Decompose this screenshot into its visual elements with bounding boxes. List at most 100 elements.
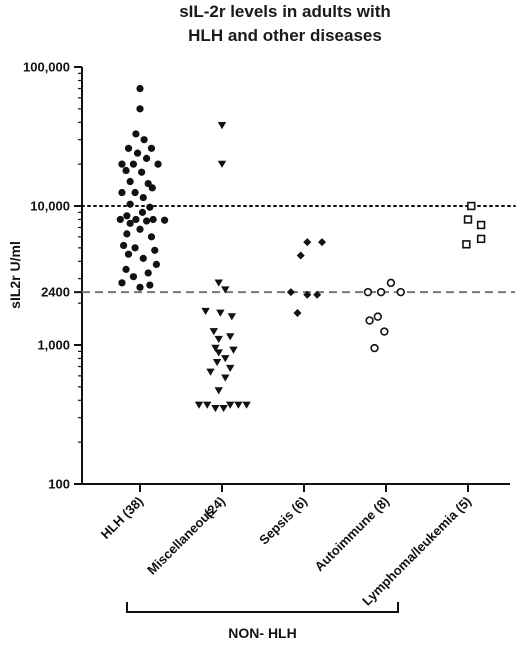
data-point bbox=[148, 184, 156, 192]
data-point bbox=[376, 287, 386, 297]
data-point bbox=[229, 346, 238, 354]
data-point bbox=[140, 136, 148, 144]
data-point bbox=[221, 286, 230, 294]
category-label: Autoimmune (8) bbox=[312, 494, 393, 575]
data-point bbox=[147, 144, 156, 152]
data-point bbox=[217, 160, 227, 168]
data-point bbox=[234, 401, 243, 409]
bracket-label: NON- HLH bbox=[228, 625, 296, 641]
data-point bbox=[380, 327, 389, 336]
y-tick-label: 2400 bbox=[41, 285, 70, 300]
data-point bbox=[286, 288, 295, 297]
data-point bbox=[227, 313, 237, 321]
data-point bbox=[131, 244, 139, 252]
data-point bbox=[373, 312, 382, 321]
data-point bbox=[396, 287, 405, 297]
data-point bbox=[116, 215, 124, 224]
data-point bbox=[467, 201, 476, 211]
data-point bbox=[212, 359, 222, 367]
data-point bbox=[313, 290, 322, 299]
data-point bbox=[226, 364, 235, 373]
data-point bbox=[133, 149, 142, 157]
data-point bbox=[123, 230, 131, 238]
data-point bbox=[226, 401, 235, 409]
data-point bbox=[123, 212, 131, 220]
data-point bbox=[203, 401, 212, 409]
data-point bbox=[124, 250, 133, 258]
data-point bbox=[201, 307, 210, 315]
data-point bbox=[142, 217, 151, 225]
y-tick-label: 1,000 bbox=[37, 338, 70, 353]
data-point bbox=[146, 203, 154, 211]
data-point bbox=[206, 368, 215, 376]
y-axis-label: sIL2r U/ml bbox=[7, 241, 23, 309]
data-point bbox=[221, 355, 230, 363]
data-point bbox=[154, 160, 162, 168]
data-point bbox=[318, 238, 327, 247]
data-point bbox=[214, 335, 223, 344]
category-label: Sepsis (6) bbox=[256, 494, 310, 548]
data-point bbox=[151, 246, 159, 254]
data-point bbox=[214, 349, 223, 357]
data-point bbox=[142, 154, 151, 163]
data-point bbox=[219, 405, 228, 413]
data-point bbox=[152, 260, 160, 269]
y-tick-label: 100 bbox=[48, 477, 70, 492]
data-point bbox=[126, 200, 134, 208]
data-point bbox=[129, 273, 138, 281]
data-point bbox=[226, 333, 235, 341]
data-point bbox=[194, 401, 204, 409]
data-point bbox=[221, 374, 230, 382]
data-point bbox=[211, 405, 220, 413]
data-point bbox=[214, 387, 223, 395]
data-point bbox=[463, 215, 473, 224]
data-point bbox=[122, 166, 130, 175]
data-point bbox=[293, 308, 302, 317]
data-point bbox=[132, 215, 140, 224]
data-point bbox=[242, 401, 251, 409]
data-point bbox=[303, 238, 312, 247]
data-point bbox=[147, 233, 156, 241]
data-point bbox=[136, 84, 144, 93]
data-point bbox=[363, 287, 373, 297]
data-point bbox=[214, 279, 223, 287]
data-point bbox=[131, 188, 139, 197]
data-point bbox=[136, 105, 144, 113]
data-point bbox=[217, 122, 227, 130]
data-point bbox=[126, 177, 134, 186]
data-point bbox=[124, 144, 133, 152]
data-point bbox=[139, 254, 147, 262]
non-hlh-bracket bbox=[126, 602, 399, 613]
data-point bbox=[118, 279, 126, 287]
data-point bbox=[211, 344, 220, 352]
data-point bbox=[365, 316, 374, 325]
data-point bbox=[136, 283, 144, 291]
data-point bbox=[118, 188, 126, 197]
data-point bbox=[126, 219, 134, 227]
data-point bbox=[144, 269, 152, 277]
y-tick-label: 10,000 bbox=[30, 199, 70, 214]
data-point bbox=[136, 225, 144, 233]
data-point bbox=[149, 215, 157, 224]
data-point bbox=[462, 240, 471, 249]
chart-title-line-2: HLH and other diseases bbox=[188, 26, 382, 45]
data-point bbox=[118, 160, 126, 168]
data-point bbox=[209, 328, 218, 336]
data-point bbox=[216, 309, 225, 317]
data-point bbox=[386, 278, 396, 288]
data-point bbox=[138, 208, 147, 216]
category-label: HLH (38) bbox=[98, 494, 146, 542]
chart-title-line-1: sIL-2r levels in adults with bbox=[179, 2, 391, 21]
data-point bbox=[138, 168, 146, 176]
data-point bbox=[146, 281, 154, 289]
data-point bbox=[120, 241, 128, 250]
data-point bbox=[122, 265, 130, 273]
data-point bbox=[476, 234, 486, 244]
y-tick-label: 100,000 bbox=[23, 60, 70, 75]
data-point bbox=[303, 290, 312, 299]
data-point bbox=[370, 343, 379, 353]
data-point bbox=[139, 193, 147, 202]
data-point bbox=[161, 216, 169, 224]
